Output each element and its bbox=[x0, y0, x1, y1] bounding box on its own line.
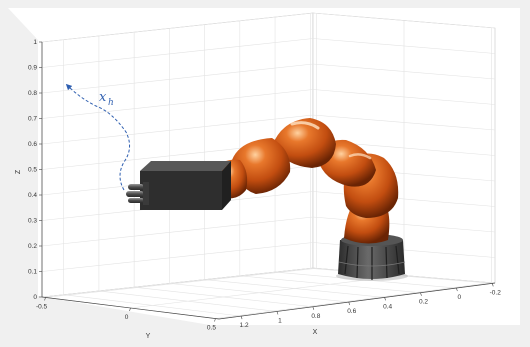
y-tick-label: -0.5 bbox=[36, 303, 48, 310]
z-tick-label: 0.9 bbox=[28, 65, 37, 72]
x-tick-mark bbox=[348, 301, 351, 306]
z-gridline bbox=[41, 38, 496, 68]
y-tick-mark bbox=[214, 318, 216, 322]
z-gridline bbox=[41, 89, 496, 119]
z-tick-label: 0.7 bbox=[28, 116, 37, 123]
y-tick-mark bbox=[44, 297, 46, 301]
x-gridline bbox=[134, 286, 313, 308]
x-tick-label: 1 bbox=[278, 317, 282, 324]
z-tick-label: 0.4 bbox=[28, 192, 37, 199]
x-gridline bbox=[98, 290, 277, 312]
z-gridline bbox=[41, 242, 496, 272]
x-tick-mark bbox=[420, 292, 422, 296]
y-tick-label: 0 bbox=[125, 314, 129, 321]
z-tick-label: 1 bbox=[33, 39, 37, 46]
x-tick-label: 0.6 bbox=[347, 308, 356, 315]
y-tick-mark bbox=[129, 307, 131, 312]
hand-trajectory bbox=[65, 83, 130, 191]
y-gridline bbox=[45, 268, 317, 298]
x-gridline bbox=[239, 275, 421, 294]
z-gridline bbox=[41, 114, 496, 145]
robot-arm-links bbox=[217, 118, 399, 244]
link-upper-arm bbox=[272, 118, 336, 168]
z-gridline bbox=[41, 216, 496, 247]
x-gridline bbox=[63, 294, 242, 317]
z-tick-label: 0.1 bbox=[28, 269, 37, 276]
y-gridline bbox=[215, 282, 492, 319]
gripper-fingers bbox=[126, 182, 149, 205]
x-tick-label: 0 bbox=[458, 294, 462, 301]
y-tick-label: 0.5 bbox=[207, 325, 216, 332]
z-gridline bbox=[41, 267, 496, 298]
x-tick-label: 0.2 bbox=[419, 299, 428, 306]
z-tick-label: 0.2 bbox=[28, 243, 37, 250]
z-gridline bbox=[41, 191, 496, 221]
x-gridline bbox=[169, 283, 349, 303]
z-gridline bbox=[41, 63, 496, 94]
x-tick-mark bbox=[276, 311, 279, 315]
z-tick-label: 0.8 bbox=[28, 90, 37, 97]
z-axis-label: Z bbox=[15, 169, 22, 174]
tick-marks: 0 0.1 0.2 0.3 0.4 0.5 0.6 0.7 0.8 0.9 1 -0.5 0 0.5 1.2… bbox=[28, 39, 501, 332]
y-gridline bbox=[130, 275, 405, 309]
x-tick-mark bbox=[240, 316, 243, 320]
annotation-symbol: x bbox=[99, 90, 107, 105]
x-tick-label: 1.2 bbox=[240, 322, 249, 329]
x-gridline bbox=[204, 279, 385, 298]
x-tick-label: -0.2 bbox=[490, 289, 502, 296]
x-axis-line bbox=[218, 282, 496, 320]
z-tick-label: 0.3 bbox=[28, 218, 37, 225]
y-axis-label: Y bbox=[146, 333, 151, 340]
x-tick-mark bbox=[384, 297, 386, 301]
x-tick-label: 0.8 bbox=[311, 313, 320, 320]
x-tick-label: 0.4 bbox=[383, 303, 392, 310]
x-tick-mark bbox=[456, 287, 458, 292]
annotation-subscript: h bbox=[108, 98, 114, 108]
z-tick-label: 0.5 bbox=[28, 167, 37, 174]
x-tick-mark bbox=[491, 283, 494, 287]
z-gridline bbox=[41, 12, 496, 43]
z-tick-label: 0.6 bbox=[28, 141, 37, 148]
x-tick-mark bbox=[312, 306, 315, 310]
gripper-box bbox=[140, 161, 231, 210]
x-axis-label: X bbox=[313, 329, 318, 336]
trajectory-annotation: x h bbox=[99, 90, 114, 108]
z-tick-label: 0 bbox=[33, 294, 37, 301]
